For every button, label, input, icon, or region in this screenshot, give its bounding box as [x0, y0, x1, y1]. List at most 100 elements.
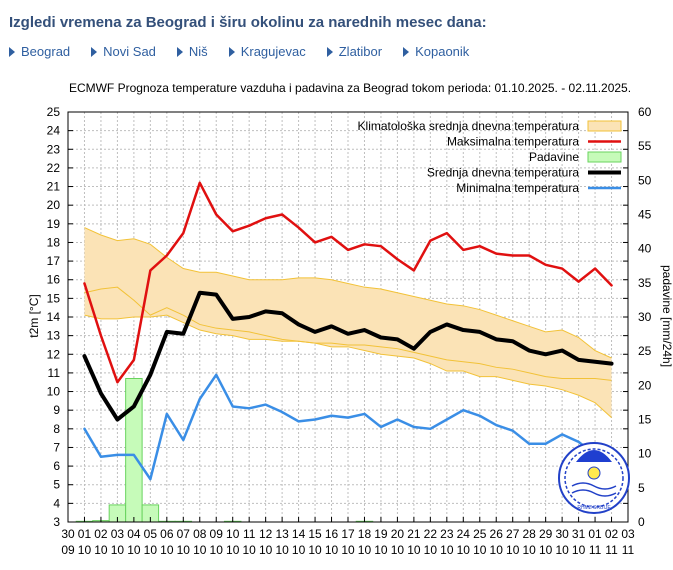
- city-nav: Beograd Novi Sad Niš Kragujevac Zlatibor…: [9, 44, 490, 59]
- legend-key-band: [587, 120, 622, 132]
- y-tick-label: 17: [47, 254, 61, 268]
- y-tick-label: 22: [47, 161, 61, 175]
- y-tick-label: 19: [47, 217, 61, 231]
- x-tick-day: 18: [358, 527, 372, 541]
- y-tick-label: 25: [47, 105, 61, 119]
- x-tick-day: 29: [539, 527, 553, 541]
- x-tick-month: 10: [457, 543, 471, 557]
- x-tick-month: 10: [127, 543, 141, 557]
- y-tick-label: 20: [47, 198, 61, 212]
- x-tick-month: 10: [242, 543, 256, 557]
- x-tick-day: 31: [572, 527, 586, 541]
- x-tick-day: 03: [621, 527, 635, 541]
- climate-band-lower: [84, 314, 612, 419]
- page-title: Izgledi vremena za Beograd i širu okolin…: [9, 14, 487, 31]
- x-tick-month: 10: [144, 543, 158, 557]
- x-tick-day: 10: [226, 527, 240, 541]
- city-link-kopaonik[interactable]: Kopaonik: [403, 44, 469, 59]
- y-tick-label: 11: [48, 366, 61, 380]
- y2-tick-label: 5: [638, 481, 645, 495]
- y-tick-label: 7: [53, 440, 60, 454]
- city-link-nis[interactable]: Niš: [176, 44, 208, 59]
- legend-label: Maksimalna temperatura: [447, 135, 579, 149]
- city-link-novi-sad[interactable]: Novi Sad: [91, 44, 156, 59]
- y-tick-label: 10: [47, 385, 61, 399]
- x-tick-month: 10: [490, 543, 504, 557]
- x-tick-day: 23: [440, 527, 454, 541]
- climate-band-mean: [84, 286, 612, 381]
- series-line-minimalna: [83, 373, 613, 481]
- y2-tick-label: 30: [638, 310, 652, 324]
- x-tick-month: 10: [555, 543, 569, 557]
- x-tick-month: 10: [391, 543, 405, 557]
- x-tick-month: 10: [440, 543, 454, 557]
- x-tick-day: 22: [424, 527, 438, 541]
- x-tick-day: 11: [243, 527, 256, 541]
- x-tick-day: 15: [308, 527, 322, 541]
- y-tick-label: 16: [47, 273, 61, 287]
- x-tick-month: 10: [473, 543, 487, 557]
- x-tick-month: 10: [78, 543, 92, 557]
- logo-caption: RHMZ SRBIJE: [577, 505, 611, 511]
- y2-tick-label: 45: [638, 208, 652, 222]
- x-tick-month: 10: [111, 543, 125, 557]
- x-tick-month: 10: [374, 543, 388, 557]
- y-tick-label: 3: [53, 515, 60, 529]
- x-tick-day: 07: [177, 527, 191, 541]
- x-tick-month: 10: [160, 543, 174, 557]
- x-tick-month: 10: [177, 543, 191, 557]
- logo-cloud-icon: [576, 450, 612, 462]
- x-tick-day: 03: [111, 527, 125, 541]
- x-tick-month: 10: [407, 543, 421, 557]
- rhmz-logo: RHMZ SRBIJE: [558, 442, 630, 514]
- legend-label: Srednja dnevna temperatura: [427, 166, 579, 180]
- y2-tick-label: 15: [638, 413, 652, 427]
- x-tick-day: 13: [275, 527, 289, 541]
- city-link-beograd[interactable]: Beograd: [9, 44, 70, 59]
- legend-label: Padavine: [529, 150, 579, 164]
- climate-band-upper: [84, 227, 612, 359]
- city-link-label: Kopaonik: [415, 44, 470, 59]
- x-tick-month: 10: [325, 543, 339, 557]
- x-tick-day: 17: [341, 527, 355, 541]
- x-tick-month: 10: [94, 543, 108, 557]
- y2-tick-label: 55: [638, 139, 652, 153]
- climate-band-area: [84, 227, 612, 418]
- y2-tick-label: 40: [638, 242, 652, 256]
- y-tick-label: 12: [47, 347, 61, 361]
- x-tick-day: 01: [78, 527, 92, 541]
- triangle-right-icon: [326, 46, 333, 57]
- x-tick-day: 28: [522, 527, 536, 541]
- triangle-right-icon: [176, 46, 183, 57]
- city-link-label: Kragujevac: [240, 44, 306, 59]
- precipitation-bar: [125, 378, 143, 523]
- climate-band: [84, 227, 612, 419]
- y2-tick-label: 20: [638, 378, 652, 392]
- city-link-label: Beograd: [21, 44, 71, 59]
- x-tick-day: 19: [374, 527, 388, 541]
- x-tick-month: 09: [61, 543, 75, 557]
- x-tick-day: 24: [457, 527, 471, 541]
- x-tick-month: 10: [341, 543, 355, 557]
- series-line-maksimalna: [83, 181, 613, 384]
- city-link-label: Niš: [188, 44, 208, 59]
- triangle-right-icon: [9, 46, 15, 57]
- y-tick-label: 15: [47, 291, 61, 305]
- x-tick-day: 16: [325, 527, 339, 541]
- x-tick-day: 09: [210, 527, 224, 541]
- logo-waves-icon: [571, 482, 617, 497]
- y-tick-label: 8: [53, 422, 60, 436]
- y2-tick-label: 0: [638, 515, 645, 529]
- axes: 3456789101112131415161718192021222324250…: [47, 105, 652, 557]
- x-tick-month: 10: [358, 543, 372, 557]
- x-tick-day: 21: [407, 527, 421, 541]
- city-link-zlatibor[interactable]: Zlatibor: [326, 44, 382, 59]
- x-tick-day: 01: [588, 527, 602, 541]
- y-tick-label: 23: [47, 142, 61, 156]
- x-tick-month: 10: [308, 543, 322, 557]
- y2-tick-label: 10: [638, 447, 652, 461]
- x-tick-day: 14: [292, 527, 306, 541]
- legend: Klimatološka srednja dnevna temperatura M…: [358, 119, 622, 195]
- city-link-kragujevac[interactable]: Kragujevac: [228, 44, 306, 59]
